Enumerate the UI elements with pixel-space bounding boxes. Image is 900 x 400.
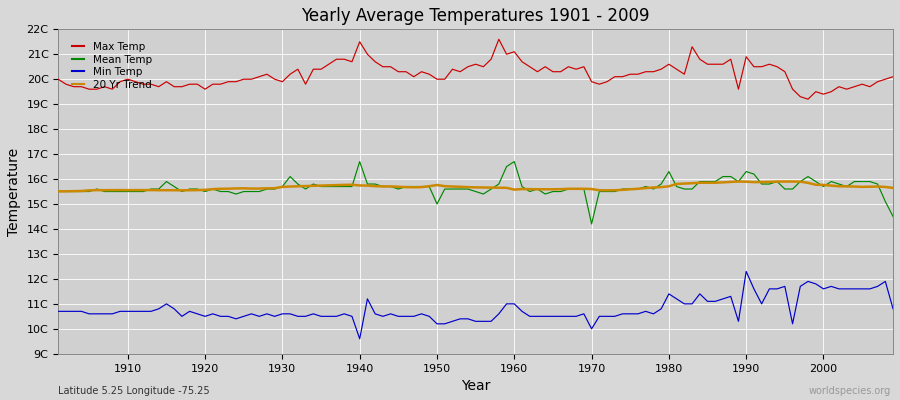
X-axis label: Year: Year — [461, 379, 491, 393]
Y-axis label: Temperature: Temperature — [7, 148, 21, 236]
Title: Yearly Average Temperatures 1901 - 2009: Yearly Average Temperatures 1901 - 2009 — [302, 7, 650, 25]
Text: worldspecies.org: worldspecies.org — [809, 386, 891, 396]
Legend: Max Temp, Mean Temp, Min Temp, 20 Yr Trend: Max Temp, Mean Temp, Min Temp, 20 Yr Tre… — [68, 38, 156, 94]
Text: Latitude 5.25 Longitude -75.25: Latitude 5.25 Longitude -75.25 — [58, 386, 210, 396]
